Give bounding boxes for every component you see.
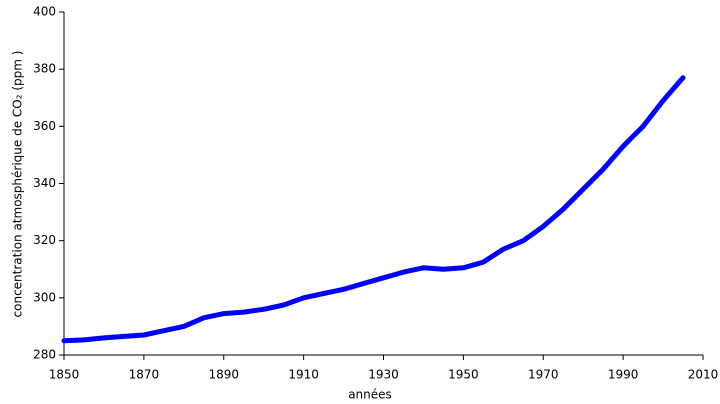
x-tick-label: 1890 <box>208 368 239 382</box>
x-tick-label: 1850 <box>49 368 80 382</box>
x-tick-label: 2010 <box>688 368 719 382</box>
x-tick-label: 1930 <box>368 368 399 382</box>
x-tick-label: 1870 <box>129 368 160 382</box>
x-tick-label: 1970 <box>528 368 559 382</box>
y-tick-label: 300 <box>33 290 56 304</box>
y-tick-label: 280 <box>33 348 56 362</box>
x-tick-label: 1950 <box>448 368 479 382</box>
x-tick-label: 1910 <box>288 368 319 382</box>
x-axis-label: années <box>348 388 392 402</box>
y-tick-label: 400 <box>33 5 56 19</box>
x-tick-label: 1990 <box>608 368 639 382</box>
data-line <box>61 75 686 344</box>
y-tick-label: 340 <box>33 176 56 190</box>
y-tick-label: 360 <box>33 119 56 133</box>
y-tick-label: 380 <box>33 62 56 76</box>
y-axis-label: concentration atmosphérique de CO₂ (ppm … <box>11 51 25 318</box>
y-tick-label: 320 <box>33 233 56 247</box>
